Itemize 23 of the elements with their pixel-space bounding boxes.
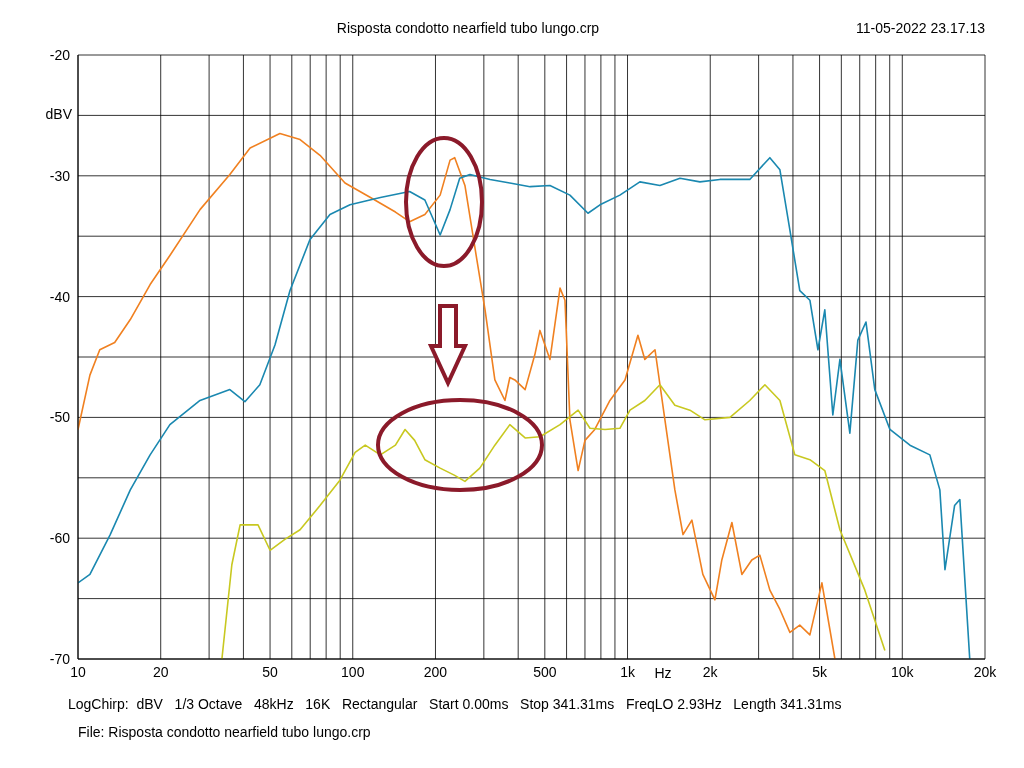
text: File: Risposta condotto nearfield tubo lungo.crp — [78, 724, 371, 740]
x-tick-label: 5k — [812, 663, 828, 680]
y-tick-label: -60 — [49, 530, 71, 547]
text: LogChirp: dBV 1/3 Octave 48kHz 16K Rectangular Start 0.00ms Stop 341.31ms FreqLO 2.93Hz Length 341.31ms — [68, 696, 842, 712]
x-tick-label: 1k — [620, 663, 636, 680]
x-tick-label: 10k — [891, 663, 915, 680]
x-tick-label: 50 — [262, 663, 279, 680]
x-axis-title: Hz — [653, 665, 673, 681]
text: 11-05-2022 23.17.13 — [856, 20, 985, 36]
x-tick-label: 500 — [533, 663, 557, 680]
y-tick-label: -20 — [49, 46, 71, 63]
x-tick-label: 200 — [423, 663, 448, 680]
x-tick-label: 2k — [702, 663, 719, 680]
y-axis-title: dBV — [44, 106, 72, 123]
x-tick-label: 100 — [341, 663, 365, 680]
y-tick-label: -30 — [49, 167, 71, 184]
y-tick-label: -50 — [49, 409, 71, 426]
y-tick-label: -70 — [49, 650, 71, 667]
x-tick-label: 20 — [152, 663, 169, 680]
x-tick-label: 20k — [973, 663, 998, 680]
y-tick-label: -40 — [49, 288, 71, 305]
x-tick-label: 10 — [70, 663, 86, 680]
chart-title: Risposta condotto nearfield tubo lungo.crp — [336, 20, 600, 36]
